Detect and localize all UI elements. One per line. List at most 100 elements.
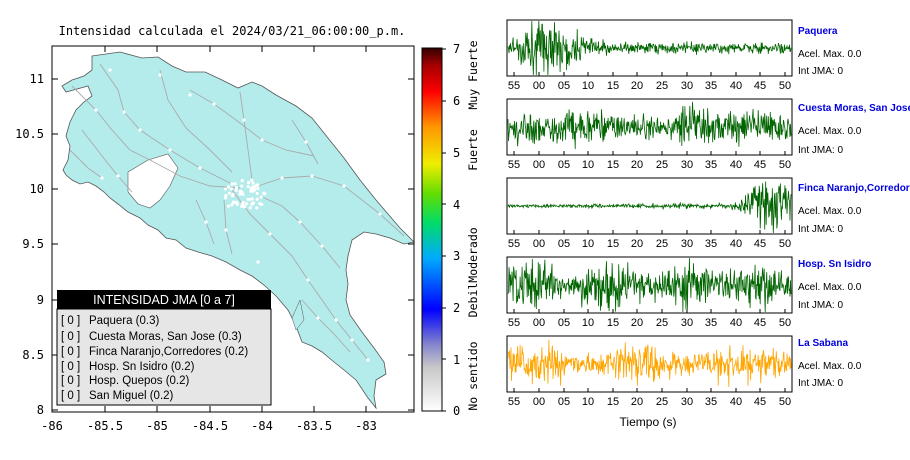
station-acel: Acel. Max. 0.0 [798, 361, 862, 372]
colorbar-label-debil: Debil [466, 283, 480, 318]
city-marker [233, 182, 237, 186]
city-marker [298, 220, 302, 224]
trace-tick-label: 20 [631, 317, 643, 329]
city-marker [232, 200, 236, 205]
city-marker [255, 206, 259, 210]
city-marker [240, 204, 244, 209]
trace-tick-label: 30 [681, 238, 693, 250]
trace-waveform [507, 20, 792, 76]
legend-item-level: [ 0 ] [61, 331, 80, 343]
city-marker [249, 186, 254, 190]
city-marker [212, 102, 216, 106]
station-int: Int JMA: 0 [798, 66, 843, 77]
map-title: Intensidad calculada el 2024/03/21_06:00… [59, 24, 406, 38]
trace-tick-label: 45 [754, 159, 766, 171]
trace-tick-label: 30 [681, 396, 693, 408]
city-marker [320, 244, 324, 248]
trace-tick-label: 50 [779, 317, 791, 329]
trace-waveform [507, 339, 792, 387]
trace-tick-label: 35 [705, 238, 717, 250]
city-marker [226, 204, 231, 208]
city-marker [229, 187, 233, 191]
city-marker [366, 358, 370, 362]
legend-item-label: San Miguel (0.2) [89, 390, 174, 402]
y-ticklabel: 8.5 [22, 348, 44, 362]
city-marker [242, 118, 246, 122]
city-marker [249, 189, 253, 193]
station-name: Paquera [798, 26, 838, 37]
city-marker [230, 203, 234, 207]
legend-header-bg [57, 290, 271, 309]
station-int: Int JMA: 0 [798, 378, 843, 389]
y-ticklabel: 10.5 [15, 127, 44, 141]
city-marker [241, 200, 245, 205]
y-ticklabel: 10 [30, 182, 44, 196]
city-marker [241, 192, 245, 196]
city-marker [198, 166, 202, 170]
seismogram-panels: 55 00 05 10 15 20 25 30 35 40 45 50 55 00 05 10 15 20 25 30… [506, 19, 793, 408]
costa-rica-landmass [61, 51, 415, 410]
city-marker [224, 228, 228, 232]
city-marker [268, 232, 272, 236]
x-ticklabel: -83.5 [296, 419, 332, 433]
trace-tick-label: 45 [754, 396, 766, 408]
trace-waveform [507, 181, 792, 234]
trace-tick-label: 20 [631, 396, 643, 408]
city-marker [350, 338, 354, 342]
trace-tick-label: 30 [681, 317, 693, 329]
trace-tick-label: 40 [730, 317, 742, 329]
city-marker [334, 318, 338, 322]
city-marker [251, 201, 255, 205]
trace-tick-label: 05 [558, 396, 570, 408]
city-marker [263, 192, 267, 196]
y-ticklabel: 9 [37, 293, 44, 307]
trace-tick-label: 25 [656, 396, 668, 408]
station-acel: Acel. Max. 0.0 [798, 126, 862, 137]
legend-item-level: [ 0 ] [61, 375, 80, 387]
trace-tick-label: 55 [508, 238, 520, 250]
trace-tick-label: 00 [533, 159, 545, 171]
trace-tick-label: 10 [582, 317, 594, 329]
trace-tick-label: 50 [779, 80, 791, 92]
city-marker [122, 110, 126, 114]
trace-tick-label: 40 [730, 80, 742, 92]
city-marker [231, 194, 235, 198]
intensity-colorbar: 0 1 2 3 4 5 6 7 No sentido Debil Moderad… [421, 40, 480, 418]
trace-tick-label: 35 [705, 396, 717, 408]
city-marker [188, 93, 192, 97]
trace-tick-label: 45 [754, 80, 766, 92]
city-marker [304, 140, 308, 144]
city-marker [227, 191, 232, 195]
legend-item-level: [ 0 ] [61, 346, 80, 358]
intensity-legend: INTENSIDAD JMA [0 a 7] [ 0 ] Paquera (0.… [56, 290, 272, 406]
city-marker [224, 193, 228, 198]
trace-tick-label: 15 [607, 238, 619, 250]
road [301, 299, 351, 353]
road [81, 129, 133, 193]
city-marker [310, 174, 314, 178]
trace-tick-label: 00 [533, 396, 545, 408]
city-marker [138, 128, 142, 132]
city-marker [260, 138, 264, 142]
trace-tick-label: 30 [681, 159, 693, 171]
city-marker [255, 197, 259, 201]
trace-tick-label: 05 [558, 80, 570, 92]
x-ticklabel: -84.5 [192, 419, 228, 433]
station-name: La Sabana [798, 338, 848, 349]
city-markers [94, 68, 382, 362]
road [69, 149, 103, 179]
city-marker [342, 184, 346, 188]
colorbar-tick: 4 [453, 198, 460, 212]
trace-tick-label: 10 [582, 396, 594, 408]
trace-tick-label: 15 [607, 396, 619, 408]
x-ticklabel: -85.5 [87, 419, 123, 433]
colorbar-label-moderado: Moderado [466, 227, 480, 282]
y-ticklabel: 8 [37, 403, 44, 417]
trace-tick-label: 00 [533, 317, 545, 329]
trace-tick-label: 45 [754, 238, 766, 250]
trace-tick-label: 55 [508, 80, 520, 92]
city-marker [255, 191, 259, 196]
trace-tick-label: 05 [558, 317, 570, 329]
x-ticklabel: -85 [146, 419, 168, 433]
